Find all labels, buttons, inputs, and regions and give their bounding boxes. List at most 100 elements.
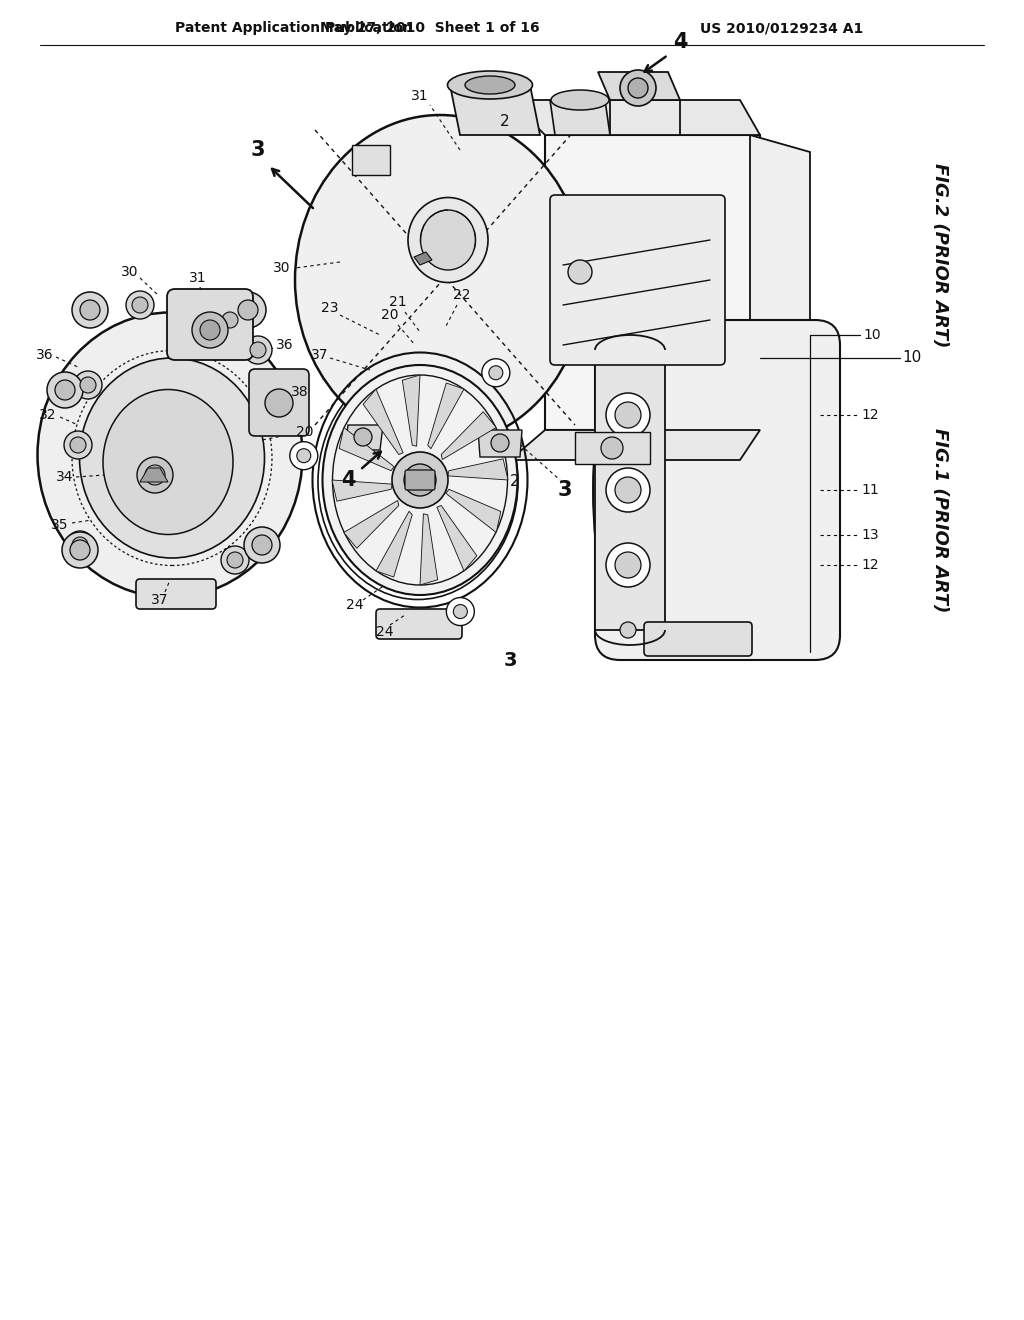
Text: 36: 36	[276, 338, 294, 352]
Text: 35: 35	[51, 517, 69, 532]
Circle shape	[70, 540, 90, 560]
Ellipse shape	[465, 77, 515, 94]
Polygon shape	[598, 73, 680, 100]
Polygon shape	[550, 100, 610, 135]
Ellipse shape	[421, 210, 475, 271]
Polygon shape	[428, 383, 464, 449]
Ellipse shape	[447, 71, 532, 99]
Text: 24: 24	[376, 624, 394, 639]
Circle shape	[482, 359, 510, 387]
Ellipse shape	[551, 90, 609, 110]
Polygon shape	[450, 84, 540, 135]
Text: 23: 23	[322, 301, 339, 315]
Circle shape	[290, 442, 317, 470]
Circle shape	[227, 552, 243, 568]
Circle shape	[354, 428, 372, 446]
Ellipse shape	[593, 352, 663, 627]
Polygon shape	[437, 506, 477, 572]
Circle shape	[615, 403, 641, 428]
Text: 2: 2	[510, 474, 520, 490]
FancyBboxPatch shape	[406, 470, 435, 490]
Text: Patent Application Publication: Patent Application Publication	[175, 21, 413, 36]
Circle shape	[404, 465, 436, 496]
Text: 30: 30	[273, 261, 291, 275]
Text: 20: 20	[296, 425, 313, 440]
Ellipse shape	[408, 198, 488, 282]
Ellipse shape	[38, 313, 302, 598]
Circle shape	[55, 380, 75, 400]
Circle shape	[488, 366, 503, 380]
Circle shape	[250, 342, 266, 358]
Text: 31: 31	[189, 271, 207, 285]
Text: 31: 31	[412, 88, 429, 103]
Polygon shape	[595, 350, 665, 630]
Circle shape	[265, 389, 293, 417]
Ellipse shape	[80, 358, 264, 558]
Polygon shape	[750, 135, 810, 430]
Ellipse shape	[323, 366, 517, 595]
Polygon shape	[402, 375, 420, 446]
Text: 37: 37	[152, 593, 169, 607]
Text: FIG.2 (PRIOR ART): FIG.2 (PRIOR ART)	[931, 162, 949, 347]
FancyBboxPatch shape	[249, 370, 309, 436]
Circle shape	[126, 290, 154, 319]
Text: 20: 20	[381, 308, 398, 322]
Circle shape	[145, 465, 165, 484]
Text: 11: 11	[861, 483, 879, 498]
Text: 38: 38	[291, 385, 309, 399]
Circle shape	[628, 78, 648, 98]
Text: 13: 13	[861, 528, 879, 543]
Text: 12: 12	[861, 558, 879, 572]
Text: 21: 21	[389, 294, 407, 309]
Polygon shape	[332, 480, 392, 502]
Circle shape	[74, 371, 102, 399]
Circle shape	[620, 622, 636, 638]
Polygon shape	[345, 425, 383, 450]
Polygon shape	[414, 252, 432, 265]
Polygon shape	[339, 428, 394, 471]
Circle shape	[47, 372, 83, 408]
Text: 10: 10	[902, 351, 922, 366]
Text: 36: 36	[36, 348, 54, 362]
Circle shape	[446, 598, 474, 626]
Circle shape	[615, 477, 641, 503]
Polygon shape	[364, 389, 403, 454]
FancyBboxPatch shape	[376, 609, 462, 639]
Circle shape	[615, 552, 641, 578]
Circle shape	[606, 543, 650, 587]
FancyBboxPatch shape	[550, 195, 725, 366]
Circle shape	[80, 300, 100, 319]
Circle shape	[70, 437, 86, 453]
Circle shape	[230, 292, 266, 327]
Circle shape	[137, 457, 173, 492]
Circle shape	[297, 449, 311, 463]
Circle shape	[193, 312, 228, 348]
Polygon shape	[344, 500, 398, 548]
Circle shape	[414, 474, 426, 486]
Text: 34: 34	[56, 470, 74, 484]
Circle shape	[238, 300, 258, 319]
Circle shape	[222, 312, 238, 327]
Polygon shape	[140, 469, 168, 482]
Polygon shape	[441, 412, 497, 459]
Circle shape	[200, 319, 220, 341]
Circle shape	[80, 378, 96, 393]
Polygon shape	[510, 100, 760, 135]
Text: 22: 22	[454, 288, 471, 302]
Circle shape	[72, 292, 108, 327]
Text: May 27, 2010  Sheet 1 of 16: May 27, 2010 Sheet 1 of 16	[321, 21, 540, 36]
Circle shape	[216, 306, 244, 334]
Circle shape	[601, 437, 623, 459]
Circle shape	[620, 70, 656, 106]
Polygon shape	[575, 432, 650, 465]
Text: 10: 10	[863, 327, 881, 342]
Circle shape	[63, 432, 92, 459]
FancyBboxPatch shape	[644, 622, 752, 656]
Text: US 2010/0129234 A1: US 2010/0129234 A1	[700, 21, 863, 36]
Polygon shape	[376, 511, 413, 577]
Ellipse shape	[103, 389, 233, 535]
Text: 30: 30	[121, 265, 138, 279]
Circle shape	[132, 297, 148, 313]
Polygon shape	[610, 100, 680, 135]
FancyBboxPatch shape	[136, 579, 216, 609]
